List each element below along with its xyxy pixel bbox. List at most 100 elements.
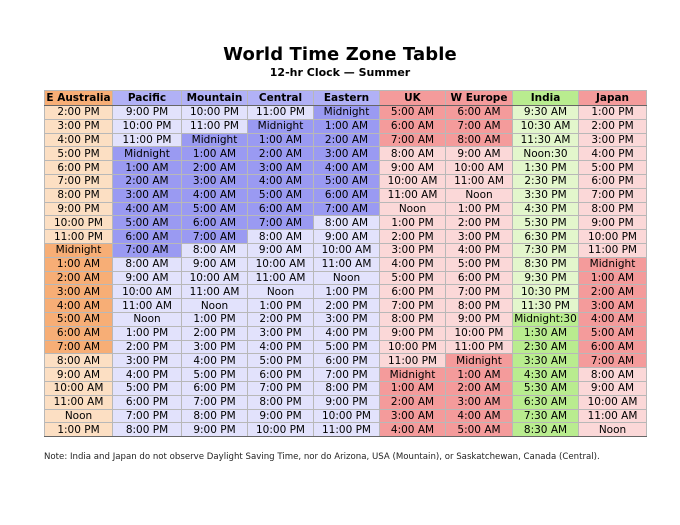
table-cell: 8:00 AM [379, 146, 446, 162]
table-cell: 9:00 PM [379, 325, 446, 341]
table-cell: 3:00 AM [181, 173, 248, 189]
table-cell: 4:00 PM [247, 339, 314, 355]
table-cell: 10:00 PM [445, 325, 513, 341]
table-cell: 6:00 PM [181, 380, 248, 396]
table-cell: 2:00 AM [445, 380, 513, 396]
table-cell: 11:30 PM [512, 298, 579, 313]
table-cell: 11:00 PM [181, 118, 248, 134]
table-cell: 7:00 PM [445, 284, 513, 300]
table-cell: 10:00 AM [313, 242, 380, 258]
table-cell: 8:00 PM [44, 187, 113, 203]
table-cell: 8:00 PM [313, 380, 380, 396]
table-row: 3:00 AM 10:00 AM 11:00 AM Noon 1:00 PM 6:00 P… [44, 284, 647, 300]
table-row: 11:00 PM 6:00 AM 7:00 AM 8:00 AM 9:00 AM 2:00… [44, 229, 647, 244]
table-cell: Noon [313, 270, 380, 286]
table-cell: 8:00 AM [44, 353, 113, 369]
table-cell: 11:00 PM [112, 132, 182, 148]
table-cell: 5:00 PM [313, 339, 380, 355]
column-header: Central [247, 90, 314, 106]
table-cell: 10:30 PM [512, 284, 579, 300]
table-cell: 3:00 PM [313, 311, 380, 327]
table-cell: 2:00 AM [247, 146, 314, 162]
table-cell: 6:00 AM [379, 118, 446, 134]
table-cell: 5:00 AM [445, 422, 513, 438]
table-cell: 7:00 AM [578, 353, 647, 369]
table-cell: 6:00 PM [247, 367, 314, 382]
table-cell: Noon [44, 408, 113, 424]
table-cell: 1:00 AM [44, 256, 113, 272]
table-cell: 10:00 AM [578, 394, 647, 410]
table-cell: 6:00 AM [112, 229, 182, 244]
table-cell: 10:00 PM [181, 105, 248, 120]
table-cell: 3:00 PM [112, 353, 182, 369]
table-cell: 2:00 PM [112, 339, 182, 355]
table-cell: 4:00 PM [578, 146, 647, 162]
table-cell: 4:00 AM [44, 298, 113, 313]
table-cell: 2:00 PM [247, 311, 314, 327]
table-cell: 7:00 AM [379, 132, 446, 148]
table-cell: Noon [112, 311, 182, 327]
table-cell: 11:00 PM [313, 422, 380, 438]
table-cell: 6:00 AM [578, 339, 647, 355]
table-cell: 10:00 PM [44, 215, 113, 231]
table-cell: 9:00 AM [181, 256, 248, 272]
table-cell: 6:00 AM [247, 201, 314, 217]
table-cell: 9:00 AM [578, 380, 647, 396]
table-row: 4:00 AM 11:00 AM Noon 1:00 PM 2:00 PM 7:00 PM… [44, 298, 647, 313]
table-row: 7:00 PM 2:00 AM 3:00 AM 4:00 AM 5:00 AM 10:00… [44, 173, 647, 189]
column-header: Eastern [313, 90, 380, 106]
table-cell: 1:00 AM [445, 367, 513, 382]
column-header: W Europe [445, 90, 513, 106]
table-cell: 6:00 PM [112, 394, 182, 410]
table-row: 3:00 PM 10:00 PM 11:00 PM Midnight 1:00 AM 6:… [44, 118, 647, 134]
table-cell: 7:30 AM [512, 408, 579, 424]
table-cell: 11:00 PM [379, 353, 446, 369]
table-cell: 11:00 PM [445, 339, 513, 355]
table-cell: 4:30 AM [512, 367, 579, 382]
table-cell: 11:00 AM [181, 284, 248, 300]
table-cell: 1:30 AM [512, 325, 579, 341]
table-cell: 2:00 PM [44, 105, 113, 120]
table-cell: 6:00 AM [44, 325, 113, 341]
table-cell: 11:00 AM [313, 256, 380, 272]
column-header: Pacific [112, 90, 182, 106]
table-row: 7:00 AM 2:00 PM 3:00 PM 4:00 PM 5:00 PM 10:00… [44, 339, 647, 355]
table-cell: 4:00 PM [313, 325, 380, 341]
table-cell: 5:00 AM [181, 201, 248, 217]
table-cell: 5:30 AM [512, 380, 579, 396]
table-cell: 3:00 PM [578, 132, 647, 148]
table-row: 11:00 AM 6:00 PM 7:00 PM 8:00 PM 9:00 PM 2:00… [44, 394, 647, 410]
table-cell: 2:00 AM [379, 394, 446, 410]
table-cell: 6:00 PM [44, 160, 113, 175]
table-cell: 5:30 PM [512, 215, 579, 231]
table-cell: 11:30 AM [512, 132, 579, 148]
table-cell: 9:00 AM [112, 270, 182, 286]
table-cell: 5:00 AM [379, 105, 446, 120]
table-header-row: E Australia Pacific Mountain Central Eastern… [44, 90, 647, 106]
table-row: 8:00 AM 3:00 PM 4:00 PM 5:00 PM 6:00 PM 11:00… [44, 353, 647, 369]
table-cell: 10:00 PM [578, 229, 647, 244]
table-cell: 1:00 PM [445, 201, 513, 217]
table-cell: 7:00 AM [44, 339, 113, 355]
table-cell: 6:00 AM [445, 105, 513, 120]
table-cell: 2:00 PM [578, 118, 647, 134]
table-cell: Midnight [445, 353, 513, 369]
page-title: World Time Zone Table [223, 44, 457, 65]
table-cell: 4:00 PM [44, 132, 113, 148]
table-cell: 6:00 AM [181, 215, 248, 231]
table-cell: 8:00 PM [578, 201, 647, 217]
table-cell: 10:00 AM [44, 380, 113, 396]
table-row: 10:00 AM 5:00 PM 6:00 PM 7:00 PM 8:00 PM 1:00… [44, 380, 647, 396]
table-cell: 11:00 AM [445, 173, 513, 189]
table-cell: 4:00 AM [313, 160, 380, 175]
table-cell: 7:00 PM [44, 173, 113, 189]
table-body: 2:00 PM 9:00 PM 10:00 PM 11:00 PM Midnight 5:… [44, 105, 647, 438]
table-cell: 5:00 PM [247, 353, 314, 369]
table-cell: 2:00 PM [313, 298, 380, 313]
table-cell: 1:00 AM [112, 160, 182, 175]
table-cell: Midnight [112, 146, 182, 162]
table-cell: 8:00 AM [313, 215, 380, 231]
table-cell: 5:00 PM [44, 146, 113, 162]
table-cell: 11:00 PM [247, 105, 314, 120]
table-cell: 2:00 AM [578, 284, 647, 300]
